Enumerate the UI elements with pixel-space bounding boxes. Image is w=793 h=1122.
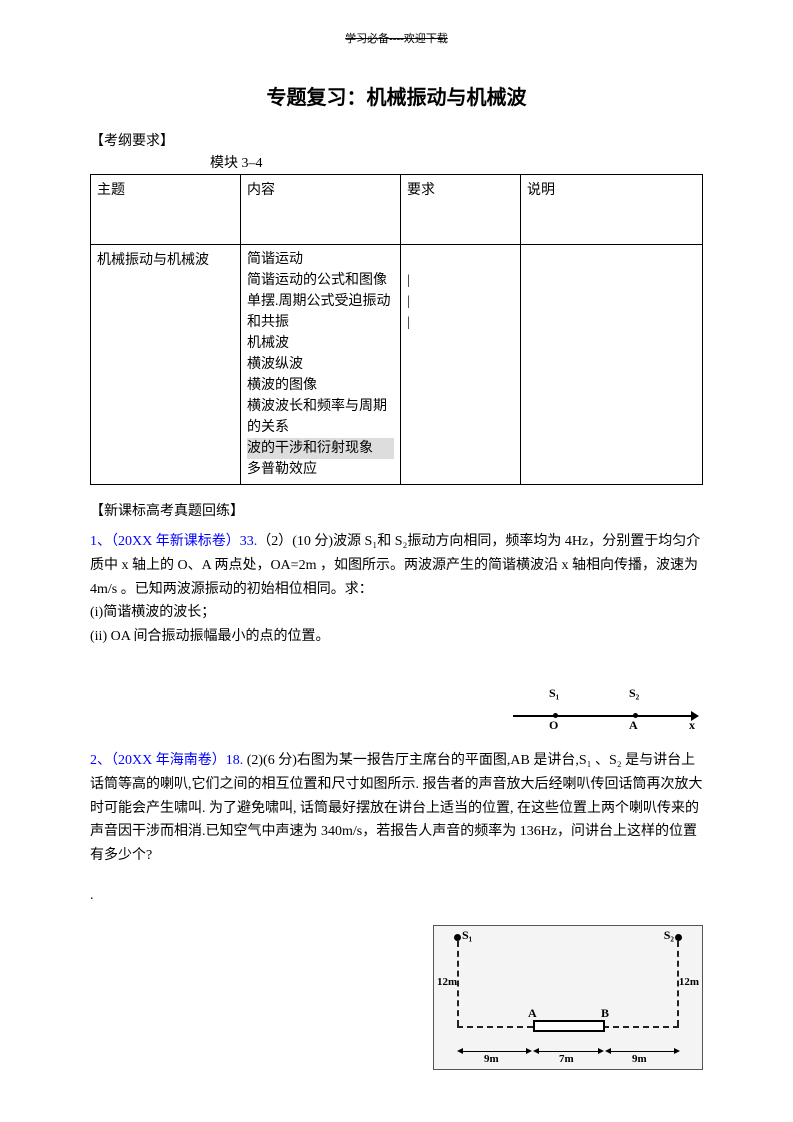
dash-bottom-l (457, 1026, 533, 1028)
q2-body: 右图为某一报告厅主席台的平面图,AB 是讲台,S₁ 、S₂ 是与讲台上话筒等高的… (90, 753, 703, 863)
label-s1: S₁ (549, 686, 559, 701)
content-item: 横波波长和频率与周期的关系 (247, 396, 394, 438)
label-o: O (549, 718, 558, 733)
syllabus-label: 【考纲要求】 (90, 130, 703, 150)
dim-12m-left: 12m (437, 976, 457, 988)
node-s2 (675, 934, 682, 941)
content-item: 简谐运动 (247, 249, 394, 270)
x-axis-line (513, 715, 693, 717)
col-content: 内容 (241, 175, 401, 245)
content-item: 横波的图像 (247, 375, 394, 396)
q1-item-ii: (ii) OA 间合振动振幅最小的点的位置。 (90, 625, 703, 649)
question-2: 2、（20XX 年海南卷）18. (2)(6 分)右图为某一报告厅主席台的平面图… (90, 749, 703, 868)
col-note: 说明 (521, 175, 703, 245)
content-item: 多普勒效应 (247, 459, 394, 480)
label-x: x (689, 718, 695, 733)
cell-note (521, 245, 703, 485)
req-mark: | (407, 291, 514, 312)
arrow-left-icon (457, 1048, 463, 1054)
dim-9m-left: 9m (484, 1053, 499, 1065)
practice-label: 【新课标高考真题回练】 (90, 500, 703, 520)
module-label: 模块 3–4 (210, 152, 703, 172)
content-item: 横波纵波 (247, 354, 394, 375)
table-row: 机械振动与机械波 简谐运动 简谐运动的公式和图像 单摆.周期公式受迫振动和共振 … (91, 245, 703, 485)
q1-points: （2）(10 分) (257, 534, 333, 549)
label-b: B (601, 1006, 609, 1021)
header-note: 学习必备----欢迎下载 (90, 30, 703, 46)
arrow-right-icon (674, 1048, 680, 1054)
trailing-period: . (90, 888, 703, 904)
q2-figure: S₁ S₂ 12m 12m A B 9m 7m 9m (433, 925, 703, 1070)
dash-bottom-r (603, 1026, 679, 1028)
q2-reference: 2、（20XX 年海南卷）18. (90, 753, 243, 768)
page-title: 专题复习：机械振动与机械波 (90, 81, 703, 110)
q1-reference: 1、（20XX 年新课标卷）33. (90, 534, 257, 549)
req-mark (407, 249, 514, 270)
label-s1: S₁ (462, 928, 472, 943)
req-mark: | (407, 312, 514, 333)
dim-line-9l (462, 1051, 528, 1052)
node-s1 (454, 934, 461, 941)
dim-9m-right: 9m (632, 1053, 647, 1065)
dim-line-7 (538, 1051, 600, 1052)
label-s2: S₂ (629, 686, 639, 701)
table-header-row: 主题 内容 要求 说明 (91, 175, 703, 245)
dim-7m: 7m (559, 1053, 574, 1065)
dim-line-9r (610, 1051, 676, 1052)
cell-contents: 简谐运动 简谐运动的公式和图像 单摆.周期公式受迫振动和共振 机械波 横波纵波 … (241, 245, 401, 485)
content-item: 机械波 (247, 333, 394, 354)
cell-requirements: | | | (401, 245, 521, 485)
req-mark: | (407, 270, 514, 291)
q2-points: (2)(6 分) (243, 753, 297, 768)
label-a: A (629, 718, 638, 733)
content-item: 单摆.周期公式受迫振动和共振 (247, 291, 394, 333)
dash-left (457, 941, 459, 1026)
col-topic: 主题 (91, 175, 241, 245)
requirements-table: 主题 内容 要求 说明 机械振动与机械波 简谐运动 简谐运动的公式和图像 单摆.… (90, 174, 703, 485)
arrow-left-icon (605, 1048, 611, 1054)
arrow-right-icon (598, 1048, 604, 1054)
label-a: A (528, 1006, 537, 1021)
q1-item-i: (i)简谐横波的波长； (90, 601, 703, 625)
col-requirement: 要求 (401, 175, 521, 245)
cell-topic: 机械振动与机械波 (91, 245, 241, 485)
content-item-shaded: 波的干涉和衍射现象 (247, 438, 394, 459)
content-item: 简谐运动的公式和图像 (247, 270, 394, 291)
question-1: 1、（20XX 年新课标卷）33.（2）(10 分)波源 S₁和 S₂振动方向相… (90, 530, 703, 649)
arrow-right-icon (526, 1048, 532, 1054)
platform-ab (533, 1020, 605, 1032)
arrow-left-icon (533, 1048, 539, 1054)
label-s2: S₂ (664, 928, 674, 943)
dim-12m-right: 12m (679, 976, 699, 988)
q1-figure: S₁ S₂ O A x (513, 690, 693, 725)
